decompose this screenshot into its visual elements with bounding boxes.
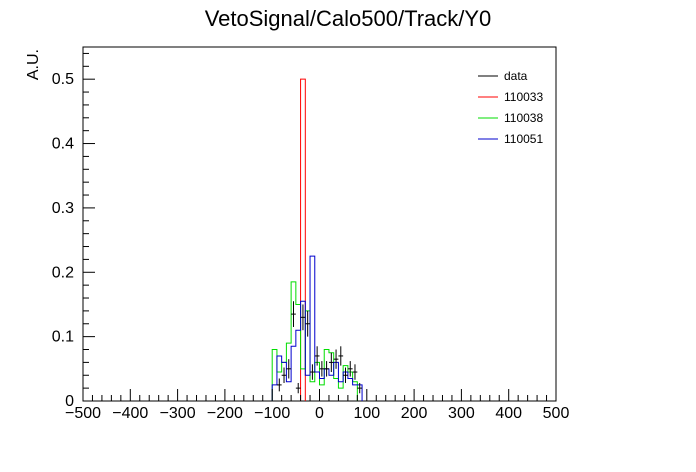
histogram-bin <box>320 378 325 401</box>
data-point <box>295 382 301 394</box>
data-point <box>338 346 344 366</box>
y-tick-label: 0.2 <box>52 264 74 281</box>
series-110033 <box>300 78 306 401</box>
x-tick-label: 100 <box>353 405 380 422</box>
histogram-bin <box>286 382 291 401</box>
x-tick-label: −500 <box>65 405 101 422</box>
y-tick-label: 0.1 <box>52 329 74 346</box>
data-point <box>286 359 292 379</box>
x-tick-label: 200 <box>401 405 428 422</box>
legend-item-110038: 110038 <box>478 111 543 125</box>
legend-label: 110033 <box>504 90 543 104</box>
y-tick-label: 0.4 <box>52 136 74 153</box>
y-tick-label: 0.5 <box>52 71 74 88</box>
histogram-bin <box>338 382 343 401</box>
histogram-bin <box>291 346 296 401</box>
histogram-110033 <box>300 78 306 401</box>
histogram-bin <box>272 385 277 401</box>
x-tick-label: −200 <box>207 405 243 422</box>
histogram-bin <box>315 372 320 401</box>
data-point <box>310 364 315 380</box>
histogram-bin <box>348 378 353 401</box>
legend-item-110051: 110051 <box>478 132 543 146</box>
legend-label: 110051 <box>504 132 543 146</box>
x-tick-label: −100 <box>254 405 290 422</box>
histogram-bin <box>305 375 310 401</box>
data-point <box>347 361 353 377</box>
data-point <box>281 367 287 383</box>
data-point <box>333 349 339 369</box>
data-point <box>291 301 296 327</box>
data-point <box>343 367 348 383</box>
legend-label: 110038 <box>504 111 543 125</box>
data-point <box>305 310 311 337</box>
data-point <box>276 378 282 392</box>
y-axis-label: A.U. <box>25 49 42 80</box>
histogram-bin <box>329 375 334 401</box>
data-point <box>300 304 306 331</box>
data-point <box>352 364 358 380</box>
x-tick-label: 500 <box>543 405 570 422</box>
chart-title: VetoSignal/Calo500/Track/Y0 <box>205 6 492 31</box>
legend-item-110033: 110033 <box>478 90 543 104</box>
data-point <box>324 361 329 377</box>
legend-item-data: data <box>478 69 528 83</box>
y-tick-label: 0.3 <box>52 200 74 217</box>
data-point <box>357 382 363 394</box>
x-tick-label: −300 <box>160 405 196 422</box>
data-point <box>319 361 325 377</box>
x-tick-label: 400 <box>495 405 522 422</box>
x-tick-label: 300 <box>448 405 475 422</box>
x-tick-label: 0 <box>315 405 324 422</box>
y-tick-label: 0 <box>65 393 74 410</box>
histogram-bin <box>353 385 358 401</box>
legend-label: data <box>504 69 528 83</box>
series-data <box>276 301 363 394</box>
data-point <box>314 346 320 366</box>
data-point <box>328 352 334 373</box>
x-tick-label: −400 <box>112 405 148 422</box>
